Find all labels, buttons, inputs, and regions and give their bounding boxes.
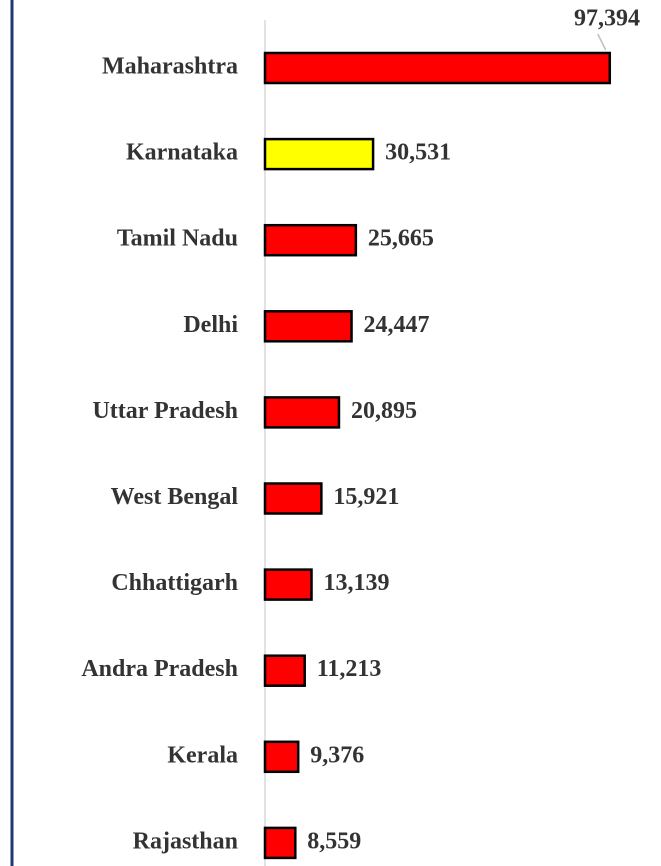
category-label: Uttar Pradesh <box>92 398 238 424</box>
bar <box>263 568 313 601</box>
value-label: 13,139 <box>324 570 390 596</box>
value-label: 8,559 <box>307 828 361 854</box>
bar <box>263 51 612 85</box>
leader-line <box>597 33 607 51</box>
value-label: 11,213 <box>317 656 382 682</box>
value-label: 30,531 <box>385 140 451 166</box>
bar <box>263 654 306 687</box>
bar <box>263 482 323 515</box>
value-label: 9,376 <box>310 742 364 768</box>
category-label: Kerala <box>167 742 238 768</box>
bar <box>263 223 358 257</box>
value-label: 20,895 <box>351 398 417 424</box>
category-label: Maharashtra <box>102 54 238 80</box>
value-label: 25,665 <box>368 226 434 252</box>
category-label: Chhattigarh <box>111 570 238 596</box>
category-label: Delhi <box>183 312 238 338</box>
category-label: Rajasthan <box>133 828 238 854</box>
value-label: 15,921 <box>333 484 399 510</box>
category-label: Karnataka <box>126 140 238 166</box>
category-label: West Bengal <box>111 484 239 510</box>
bar <box>263 137 375 171</box>
bar <box>263 826 297 860</box>
value-label: 97,394 <box>574 6 640 32</box>
value-label: 24,447 <box>364 312 430 338</box>
bar <box>263 310 353 343</box>
bar <box>263 396 341 429</box>
category-label: Tamil Nadu <box>117 226 238 252</box>
bar <box>263 740 300 774</box>
category-label: Andra Pradesh <box>81 656 238 682</box>
